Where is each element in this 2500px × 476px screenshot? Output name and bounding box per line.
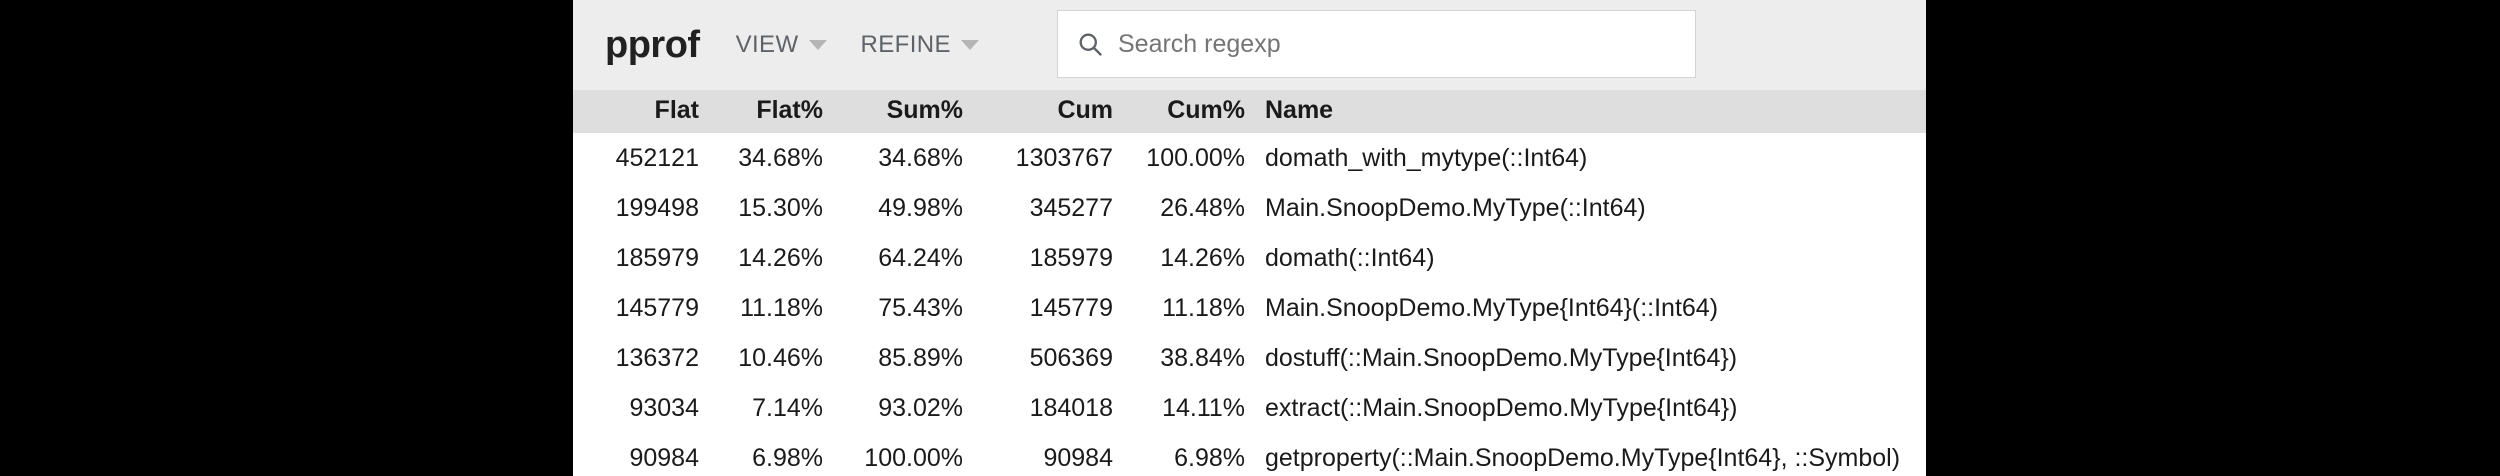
cell-flat: 145779 [615, 293, 699, 322]
cell-sum-pct: 64.24% [878, 243, 963, 272]
cell-name: getproperty(::Main.SnoopDemo.MyType{Int6… [1265, 443, 1901, 472]
cell-flat-pct: 14.26% [738, 243, 823, 272]
column-header-name[interactable]: Name [1265, 96, 1334, 124]
table-row[interactable]: 185979 14.26% 64.24% 185979 14.26% domath(::I… [573, 233, 1926, 283]
cell-name: dostuff(::Main.SnoopDemo.MyType{Int64}) [1265, 343, 1738, 372]
cell-cum-pct: 6.98% [1174, 443, 1245, 472]
table-row[interactable]: 136372 10.46% 85.89% 506369 38.84% dostuff(::… [573, 333, 1926, 383]
cell-cum: 506369 [1029, 343, 1113, 372]
cell-name: Main.SnoopDemo.MyType(::Int64) [1265, 193, 1646, 222]
cell-cum: 90984 [1043, 443, 1113, 472]
cell-name: extract(::Main.SnoopDemo.MyType{Int64}) [1265, 393, 1738, 422]
cell-cum-pct: 26.48% [1160, 193, 1245, 222]
cell-sum-pct: 49.98% [878, 193, 963, 222]
cell-flat: 185979 [615, 243, 699, 272]
column-header-cum[interactable]: Cum [1057, 96, 1113, 124]
cell-cum: 1303767 [1015, 143, 1113, 172]
table-header: Flat Flat% Sum% Cum Cum% Name [573, 90, 1926, 133]
cell-cum-pct: 14.11% [1162, 393, 1245, 422]
cell-name: domath(::Int64) [1265, 243, 1435, 272]
pprof-window: pprof VIEW REFINE Flat Fl [573, 0, 1926, 476]
column-header-sum-pct[interactable]: Sum% [886, 96, 963, 124]
cell-cum: 145779 [1029, 293, 1113, 322]
cell-flat-pct: 6.98% [752, 443, 823, 472]
column-header-flat-pct[interactable]: Flat% [756, 96, 823, 124]
menu-refine-label: REFINE [860, 31, 951, 58]
table-row[interactable]: 93034 7.14% 93.02% 184018 14.11% extract(::Ma… [573, 383, 1926, 433]
table-row[interactable]: 145779 11.18% 75.43% 145779 11.18% Main.Snoop… [573, 283, 1926, 333]
cell-cum-pct: 38.84% [1160, 343, 1245, 372]
app-title: pprof [605, 24, 700, 66]
cell-flat-pct: 11.18% [740, 293, 823, 322]
cell-name: Main.SnoopDemo.MyType{Int64}(::Int64) [1265, 293, 1719, 322]
cell-name: domath_with_mytype(::Int64) [1265, 143, 1588, 172]
cell-cum: 184018 [1029, 393, 1113, 422]
cell-flat: 93034 [629, 393, 699, 422]
cell-cum-pct: 11.18% [1162, 293, 1245, 322]
cell-flat: 199498 [615, 193, 699, 222]
table-row[interactable]: 452121 34.68% 34.68% 1303767 100.00% domath_w… [573, 133, 1926, 183]
cell-sum-pct: 85.89% [878, 343, 963, 372]
cell-flat-pct: 7.14% [752, 393, 823, 422]
cell-cum-pct: 14.26% [1160, 243, 1245, 272]
cell-cum-pct: 100.00% [1146, 143, 1245, 172]
cell-cum: 185979 [1029, 243, 1113, 272]
menu-view[interactable]: VIEW [736, 31, 827, 59]
search-box[interactable] [1057, 10, 1696, 78]
chevron-down-icon [808, 40, 827, 50]
table-row[interactable]: 90984 6.98% 100.00% 90984 6.98% getproperty(:… [573, 433, 1926, 476]
chevron-down-icon [960, 40, 979, 50]
table-row[interactable]: 199498 15.30% 49.98% 345277 26.48% Main.Snoop… [573, 183, 1926, 233]
cell-sum-pct: 93.02% [878, 393, 963, 422]
column-header-flat[interactable]: Flat [654, 96, 699, 124]
toolbar: pprof VIEW REFINE [573, 0, 1926, 90]
profile-table: Flat Flat% Sum% Cum Cum% Name 452121 34.6… [573, 90, 1926, 476]
cell-flat-pct: 15.30% [738, 193, 823, 222]
menu-refine[interactable]: REFINE [861, 31, 979, 59]
cell-sum-pct: 75.43% [878, 293, 963, 322]
column-header-cum-pct[interactable]: Cum% [1167, 96, 1245, 124]
search-input[interactable] [1118, 29, 1677, 59]
table-body: 452121 34.68% 34.68% 1303767 100.00% domath_w… [573, 133, 1926, 476]
cell-cum: 345277 [1029, 193, 1113, 222]
cell-flat-pct: 34.68% [738, 143, 823, 172]
cell-flat: 136372 [615, 343, 699, 372]
cell-flat-pct: 10.46% [738, 343, 823, 372]
cell-flat: 90984 [629, 443, 699, 472]
search-icon [1079, 33, 1102, 56]
menu-view-label: VIEW [735, 31, 799, 58]
cell-sum-pct: 100.00% [864, 443, 963, 472]
cell-flat: 452121 [615, 143, 699, 172]
table-header-row: Flat Flat% Sum% Cum Cum% Name [573, 90, 1926, 133]
cell-sum-pct: 34.68% [878, 143, 963, 172]
